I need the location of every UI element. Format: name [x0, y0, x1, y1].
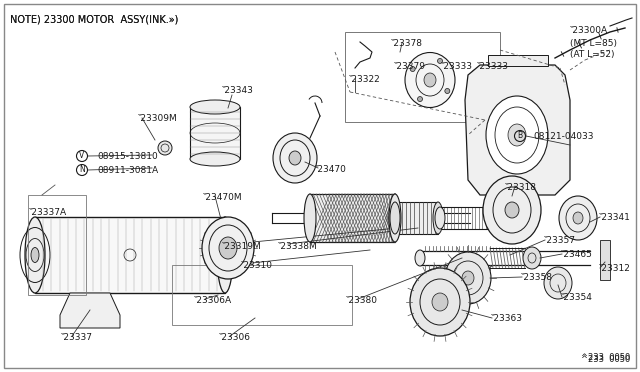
Ellipse shape — [433, 202, 443, 234]
Text: ‶23341: ‶23341 — [599, 213, 631, 222]
Ellipse shape — [410, 67, 415, 71]
Polygon shape — [60, 293, 120, 328]
Text: ‶23322: ‶23322 — [349, 75, 381, 84]
Text: ‶23337: ‶23337 — [61, 333, 93, 342]
Ellipse shape — [212, 267, 218, 273]
Ellipse shape — [544, 267, 572, 299]
Ellipse shape — [390, 202, 400, 234]
Bar — [190, 107, 240, 159]
Text: ‶23319M: ‶23319M — [222, 242, 262, 251]
Text: ‶23465: ‶23465 — [561, 250, 593, 259]
Text: ‶23363: ‶23363 — [491, 314, 523, 323]
Ellipse shape — [417, 97, 422, 102]
Ellipse shape — [158, 141, 172, 155]
Ellipse shape — [435, 207, 445, 229]
Ellipse shape — [212, 237, 218, 243]
Bar — [345, 32, 500, 122]
Text: ‶23318: ‶23318 — [505, 183, 537, 192]
Ellipse shape — [445, 252, 491, 304]
Ellipse shape — [462, 271, 474, 285]
Ellipse shape — [219, 237, 237, 259]
Ellipse shape — [486, 96, 548, 174]
Text: ‶23333: ‶23333 — [441, 62, 473, 71]
Text: ^233  0050: ^233 0050 — [580, 355, 630, 364]
Ellipse shape — [523, 247, 541, 269]
Ellipse shape — [505, 202, 519, 218]
Ellipse shape — [389, 194, 401, 242]
Ellipse shape — [273, 133, 317, 183]
Text: ‶23310: ‶23310 — [241, 261, 273, 270]
Ellipse shape — [190, 152, 240, 166]
Text: ‶23357: ‶23357 — [544, 236, 576, 245]
Ellipse shape — [559, 196, 597, 240]
Text: ‶23338M: ‶23338M — [278, 242, 317, 251]
Ellipse shape — [424, 73, 436, 87]
Ellipse shape — [438, 58, 442, 64]
Ellipse shape — [483, 176, 541, 244]
Ellipse shape — [289, 151, 301, 165]
Text: ‶23306: ‶23306 — [219, 333, 251, 342]
Text: ‶23333: ‶23333 — [477, 62, 509, 71]
Text: 08911-3081A: 08911-3081A — [97, 166, 158, 175]
Text: ‶23380: ‶23380 — [346, 296, 378, 305]
Bar — [28, 195, 86, 295]
Text: ^233  0050: ^233 0050 — [580, 353, 630, 362]
Ellipse shape — [190, 100, 240, 114]
Ellipse shape — [488, 70, 497, 80]
Text: ‶23358: ‶23358 — [521, 273, 553, 282]
Polygon shape — [465, 65, 570, 195]
Text: NOTE) 23300 MOTOR  ASSY(INK.»): NOTE) 23300 MOTOR ASSY(INK.») — [10, 14, 179, 24]
Bar — [310, 194, 395, 242]
Text: (AT L=52): (AT L=52) — [570, 50, 614, 59]
Ellipse shape — [25, 217, 45, 293]
Text: ‶23300A: ‶23300A — [570, 26, 608, 35]
Text: NOTE) 23300 MOTOR  ASSY(INK.»): NOTE) 23300 MOTOR ASSY(INK.») — [10, 14, 179, 24]
Text: ‶23354: ‶23354 — [561, 293, 593, 302]
Bar — [600, 240, 610, 280]
Text: 08121-04033: 08121-04033 — [533, 132, 593, 141]
Ellipse shape — [472, 70, 481, 80]
Ellipse shape — [202, 217, 254, 279]
Text: ‶23378: ‶23378 — [391, 39, 423, 48]
Text: ‶23379: ‶23379 — [394, 62, 426, 71]
Ellipse shape — [217, 217, 233, 293]
Text: ‶23306A: ‶23306A — [194, 296, 232, 305]
Text: ‶23337A: ‶23337A — [29, 208, 67, 217]
Ellipse shape — [304, 194, 316, 242]
Text: ‶23470M: ‶23470M — [203, 193, 243, 202]
Bar — [172, 265, 352, 325]
Text: (MT L=85): (MT L=85) — [570, 39, 617, 48]
Bar — [395, 202, 438, 234]
Ellipse shape — [432, 293, 448, 311]
Ellipse shape — [573, 212, 583, 224]
Text: ‶23309M: ‶23309M — [138, 114, 178, 123]
Text: ‶23470: ‶23470 — [315, 165, 347, 174]
Bar — [35, 217, 225, 293]
Text: 08915-13810: 08915-13810 — [97, 152, 157, 161]
Ellipse shape — [508, 124, 526, 146]
Ellipse shape — [445, 89, 450, 93]
Ellipse shape — [415, 250, 425, 266]
Text: N: N — [79, 166, 85, 174]
Ellipse shape — [31, 247, 39, 263]
Text: ‶23343: ‶23343 — [222, 86, 254, 95]
Text: B: B — [517, 131, 523, 141]
Ellipse shape — [405, 52, 455, 108]
Polygon shape — [488, 55, 548, 66]
Text: ‶23312: ‶23312 — [599, 264, 631, 273]
Ellipse shape — [410, 268, 470, 336]
Text: V: V — [79, 151, 84, 160]
